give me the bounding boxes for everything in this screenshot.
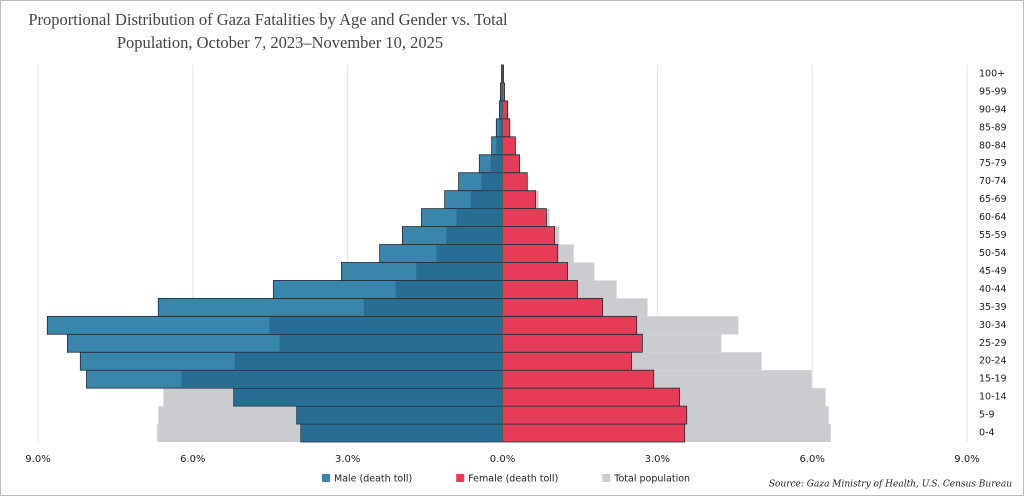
population-overlap xyxy=(416,262,503,281)
y-tick-label: 75-79 xyxy=(979,158,1007,169)
bar xyxy=(502,315,638,335)
y-tick-label: 65-69 xyxy=(979,194,1007,205)
population-overlap xyxy=(456,209,503,227)
x-tick-label: 6.0% xyxy=(799,454,824,465)
y-tick-label: 5-9 xyxy=(979,410,995,421)
bar xyxy=(502,423,686,443)
population-overlap xyxy=(496,137,503,155)
population-overlap xyxy=(181,370,503,388)
bar xyxy=(502,280,578,299)
y-tick-label: 70-74 xyxy=(979,176,1007,187)
y-tick-label: 60-64 xyxy=(979,212,1007,223)
bar xyxy=(502,100,509,120)
legend-label: Male (death toll) xyxy=(334,474,412,485)
y-tick-label: 20-24 xyxy=(979,356,1007,367)
legend-swatch xyxy=(456,474,465,482)
bar xyxy=(502,387,680,407)
source-note: Source: Gaza Ministry of Health, U.S. Ce… xyxy=(769,480,1012,490)
y-tick-label: 50-54 xyxy=(979,248,1007,259)
bar xyxy=(502,262,568,281)
bar xyxy=(502,190,536,210)
population-overlap xyxy=(300,424,503,442)
bar xyxy=(502,333,643,353)
population-overlap xyxy=(501,83,503,101)
bar xyxy=(502,405,688,425)
legend-swatch xyxy=(602,474,611,482)
y-tick-label: 100+ xyxy=(979,68,1005,79)
legend-label: Total population xyxy=(613,474,690,485)
bar xyxy=(502,369,655,389)
y-tick-label: 80-84 xyxy=(979,140,1007,151)
x-tick-label: 3.0% xyxy=(645,454,670,465)
population-overlap xyxy=(470,191,503,209)
x-tick-label: 9.0% xyxy=(954,454,979,465)
y-tick-label: 10-14 xyxy=(979,392,1007,403)
y-tick-label: 85-89 xyxy=(979,122,1007,133)
x-tick-label: 9.0% xyxy=(25,454,50,465)
y-tick-label: 90-94 xyxy=(979,104,1007,115)
legend-swatch xyxy=(322,474,330,482)
population-overlap xyxy=(279,334,503,352)
bar xyxy=(502,351,632,371)
bar xyxy=(502,136,516,156)
population-overlap xyxy=(233,388,503,406)
chart-title: Population, October 7, 2023–November 10,… xyxy=(117,33,443,52)
y-tick-label: 45-49 xyxy=(979,266,1007,277)
y-tick-label: 95-99 xyxy=(979,86,1007,97)
population-overlap xyxy=(500,101,503,119)
population-overlap xyxy=(296,406,503,424)
y-tick-label: 0-4 xyxy=(979,428,995,439)
bar xyxy=(502,297,604,317)
y-tick-label: 55-59 xyxy=(979,230,1007,241)
population-overlap xyxy=(395,280,503,298)
y-tick-label: 35-39 xyxy=(979,302,1007,313)
bar xyxy=(502,244,559,263)
x-tick-label: 0.0% xyxy=(490,454,515,465)
y-tick-label: 15-19 xyxy=(979,374,1007,385)
bar xyxy=(502,154,520,174)
population-overlap xyxy=(446,226,503,245)
y-tick-label: 30-34 xyxy=(979,320,1007,331)
population-overlap xyxy=(490,155,503,173)
y-tick-label: 40-44 xyxy=(979,284,1007,295)
population-overlap xyxy=(269,316,503,334)
population-overlap xyxy=(363,298,503,316)
chart-title: Proportional Distribution of Gaza Fatali… xyxy=(28,10,508,29)
legend-label: Female (death toll) xyxy=(468,474,558,485)
y-tick-label: 25-29 xyxy=(979,338,1007,349)
population-overlap xyxy=(436,244,503,263)
bar xyxy=(502,226,556,245)
population-overlap xyxy=(234,352,503,370)
population-overlap xyxy=(499,119,503,137)
x-tick-label: 6.0% xyxy=(180,454,205,465)
bar xyxy=(502,208,547,227)
x-tick-label: 3.0% xyxy=(335,454,360,465)
bar xyxy=(502,172,528,192)
population-overlap xyxy=(481,173,503,191)
bar xyxy=(502,118,511,138)
